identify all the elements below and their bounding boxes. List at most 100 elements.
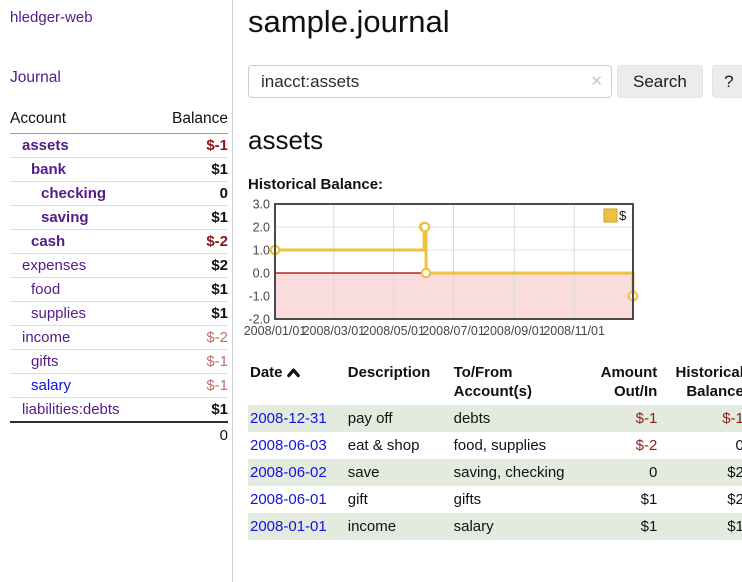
account-row: saving $1 [10, 205, 228, 230]
transaction-amount: $1 [640, 518, 658, 535]
transaction-balance: $2 [727, 464, 742, 481]
search-button[interactable]: Search [617, 65, 703, 98]
register-header-amount: Amount Out/In [600, 364, 658, 400]
account-balance: $-2 [206, 329, 228, 346]
clear-search-icon[interactable]: ✕ [590, 73, 603, 90]
accounts-header-account: Account [10, 108, 155, 134]
svg-text:2008/05/01: 2008/05/01 [362, 324, 425, 338]
account-link[interactable]: checking [41, 185, 107, 202]
accounts-total-row: 0 [10, 422, 228, 448]
account-balance: $-1 [206, 353, 228, 370]
svg-text:0.0: 0.0 [253, 267, 270, 281]
account-balance: $-1 [206, 137, 228, 154]
account-balance: $1 [211, 161, 228, 178]
transaction-date-link[interactable]: 2008-06-02 [250, 464, 327, 481]
transaction-date-link[interactable]: 2008-06-03 [250, 437, 327, 454]
transaction-accounts: gifts [453, 491, 482, 508]
register-header-accounts: To/From Account(s) [453, 364, 532, 400]
account-balance: $1 [211, 209, 228, 226]
svg-text:2008/11/01: 2008/11/01 [543, 324, 605, 338]
table-row: 2008-12-31 pay off debts $-1 $-1 [248, 405, 742, 432]
sidebar-item-journal[interactable]: Journal [10, 69, 61, 86]
transaction-balance: $-1 [722, 410, 742, 427]
search-input-wrap: ✕ [248, 65, 612, 98]
accounts-total-value: 0 [219, 427, 228, 444]
svg-text:2008/07/01: 2008/07/01 [422, 324, 485, 338]
account-balance: $-2 [206, 233, 228, 250]
historical-balance-chart: $3.0 2.0 1.0 0.0 -1.0 -2.0 2008/01/01 2008/03/0… [244, 198, 742, 342]
chart-title: Historical Balance: [248, 176, 384, 193]
transaction-description: eat & shop [347, 437, 420, 454]
transaction-date-link[interactable]: 2008-12-31 [250, 410, 327, 427]
account-balance: 0 [219, 185, 228, 202]
account-row: liabilities:debts $1 [10, 397, 228, 423]
search-bar: ✕ Search ? [248, 65, 742, 98]
table-row: 2008-06-03 eat & shop food, supplies $-2… [248, 432, 742, 459]
account-link[interactable]: food [31, 281, 61, 298]
svg-text:3.0: 3.0 [253, 198, 270, 212]
register-table: Date Description To/From Account(s) Amou… [248, 361, 742, 540]
accounts-body: assets $-1 bank $1 checking 0 saving $1 … [10, 134, 228, 423]
search-input[interactable] [248, 65, 612, 98]
transaction-amount: $-2 [635, 437, 658, 454]
svg-text:-1.0: -1.0 [248, 290, 270, 304]
transaction-balance: 0 [735, 437, 742, 454]
transaction-accounts: debts [453, 410, 491, 427]
svg-text:1.0: 1.0 [253, 244, 270, 258]
sort-ascending-icon [286, 364, 300, 383]
account-row: salary $-1 [10, 373, 228, 398]
transaction-accounts: salary [453, 518, 494, 535]
accounts-header-balance: Balance [154, 108, 228, 134]
account-balance: $2 [211, 257, 228, 274]
svg-text:2008/03/01: 2008/03/01 [303, 324, 366, 338]
account-link[interactable]: salary [31, 377, 72, 394]
account-row: income $-2 [10, 325, 228, 350]
transaction-accounts: saving, checking [453, 464, 565, 481]
svg-text:2.0: 2.0 [253, 221, 270, 235]
transaction-amount: $1 [640, 491, 658, 508]
table-row: 2008-06-01 gift gifts $1 $2 [248, 486, 742, 513]
account-row: gifts $-1 [10, 349, 228, 374]
account-link[interactable]: bank [31, 161, 67, 178]
account-balance: $1 [211, 401, 228, 418]
account-row: bank $1 [10, 157, 228, 182]
help-button[interactable]: ? [711, 65, 742, 98]
svg-text:$: $ [619, 208, 627, 223]
chart-canvas: $3.0 2.0 1.0 0.0 -1.0 -2.02008/01/012008/03/0… [244, 198, 639, 338]
account-link[interactable]: assets [22, 137, 69, 154]
transaction-description: save [347, 464, 380, 481]
account-link[interactable]: supplies [31, 305, 87, 322]
account-heading: assets [248, 125, 324, 155]
svg-text:-2.0: -2.0 [248, 313, 270, 327]
register-header-description: Description [347, 364, 431, 381]
page-title: sample.journal [248, 4, 450, 39]
account-link[interactable]: cash [31, 233, 66, 250]
accounts-table: Account Balance assets $-1 bank $1 check… [10, 108, 228, 448]
account-link[interactable]: income [22, 329, 71, 346]
sidebar: hledger-web Journal Account Balance asse… [0, 0, 233, 582]
transaction-date-link[interactable]: 2008-06-01 [250, 491, 327, 508]
app-title-link[interactable]: hledger-web [10, 9, 93, 26]
account-link[interactable]: gifts [31, 353, 59, 370]
account-balance: $-1 [206, 377, 228, 394]
account-link[interactable]: liabilities:debts [22, 401, 120, 418]
register-header-row: Date Description To/From Account(s) Amou… [248, 361, 742, 405]
transaction-description: pay off [347, 410, 393, 427]
transaction-date-link[interactable]: 2008-01-01 [250, 518, 327, 535]
account-balance: $1 [211, 281, 228, 298]
account-row: supplies $1 [10, 301, 228, 326]
account-link[interactable]: expenses [22, 257, 87, 274]
transaction-description: gift [347, 491, 368, 508]
transaction-balance: $1 [727, 518, 742, 535]
transaction-amount: 0 [648, 464, 658, 481]
account-link[interactable]: saving [41, 209, 89, 226]
transaction-amount: $-1 [635, 410, 658, 427]
main-content: sample.journal ✕ Search ? assets Histori… [233, 0, 742, 582]
register-header-balance: Historical Balance [675, 364, 742, 400]
transaction-balance: $2 [727, 491, 742, 508]
table-row: 2008-01-01 income salary $1 $1 [248, 513, 742, 540]
account-row: cash $-2 [10, 229, 228, 254]
svg-text:2008/01/01: 2008/01/01 [244, 324, 307, 338]
register-header-date: Date [248, 361, 346, 405]
